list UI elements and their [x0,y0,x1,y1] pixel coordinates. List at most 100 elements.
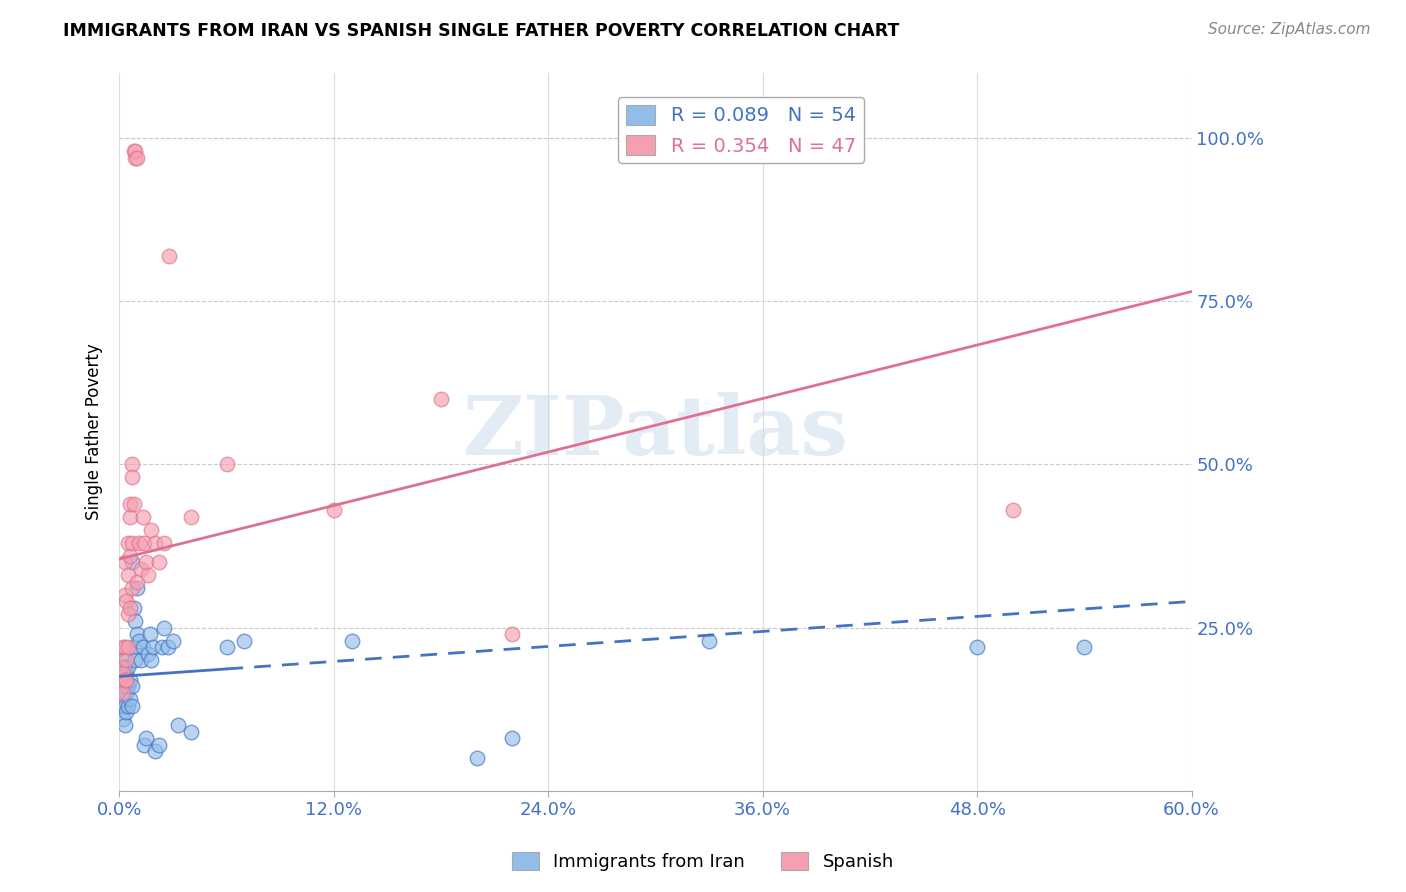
Point [167,718,190,732]
Point [131,640,153,654]
Point [117,698,139,713]
Point [118,497,141,511]
Point [114,640,136,654]
Point [127,627,149,641]
Point [131,509,153,524]
Text: IMMIGRANTS FROM IRAN VS SPANISH SINGLE FATHER POVERTY CORRELATION CHART: IMMIGRANTS FROM IRAN VS SPANISH SINGLE F… [63,22,900,40]
Point [115,686,138,700]
Point [114,673,136,687]
Point [111,712,134,726]
Point [121,698,143,713]
Point [121,470,143,484]
Point [180,509,202,524]
Point [215,640,238,654]
Point [114,588,136,602]
Point [115,673,138,687]
Point [111,692,134,706]
Point [153,535,176,549]
Point [124,145,146,159]
Point [121,458,143,472]
Point [150,640,173,654]
Point [122,145,145,159]
Point [143,535,166,549]
Point [117,607,139,622]
Point [117,535,139,549]
Point [135,731,157,746]
Point [121,679,143,693]
Point [114,659,136,673]
Point [148,738,170,752]
Point [141,653,163,667]
Point [111,666,134,681]
Point [127,574,149,589]
Point [148,555,170,569]
Point [117,679,139,693]
Point [111,653,134,667]
Point [233,633,256,648]
Point [501,731,523,746]
Point [110,679,132,693]
Text: ZIPatlas: ZIPatlas [463,392,848,472]
Point [115,706,138,720]
Point [142,640,165,654]
Point [136,647,159,661]
Point [430,392,453,407]
Point [115,653,138,667]
Point [180,725,202,739]
Point [128,535,150,549]
Point [111,673,134,687]
Point [162,633,184,648]
Point [118,601,141,615]
Point [966,640,988,654]
Point [117,568,139,582]
Point [157,249,180,263]
Point [114,679,136,693]
Point [135,555,157,569]
Point [118,509,141,524]
Point [122,497,145,511]
Point [110,679,132,693]
Point [143,744,166,758]
Point [465,751,488,765]
Point [128,633,150,648]
Point [115,666,138,681]
Point [322,503,344,517]
Point [110,698,132,713]
Point [697,633,720,648]
Point [114,555,136,569]
Point [129,653,152,667]
Point [111,640,134,654]
Point [121,555,143,569]
Point [134,738,156,752]
Y-axis label: Single Father Poverty: Single Father Poverty [86,343,103,520]
Point [111,686,134,700]
Point [124,151,146,165]
Point [114,718,136,732]
Point [121,582,143,596]
Point [122,601,145,615]
Legend: Immigrants from Iran, Spanish: Immigrants from Iran, Spanish [505,845,901,879]
Point [127,151,149,165]
Text: Source: ZipAtlas.com: Source: ZipAtlas.com [1208,22,1371,37]
Point [118,673,141,687]
Point [127,582,149,596]
Point [118,549,141,563]
Point [153,620,176,634]
Point [121,535,143,549]
Point [114,698,136,713]
Point [110,659,132,673]
Point [124,614,146,628]
Point [117,659,139,673]
Point [134,535,156,549]
Point [501,627,523,641]
Point [136,568,159,582]
Point [340,633,363,648]
Point [1073,640,1095,654]
Point [122,640,145,654]
Legend: R = 0.089   N = 54, R = 0.354   N = 47: R = 0.089 N = 54, R = 0.354 N = 47 [619,97,863,163]
Point [129,562,152,576]
Point [141,523,163,537]
Point [115,594,138,608]
Point [156,640,179,654]
Point [124,653,146,667]
